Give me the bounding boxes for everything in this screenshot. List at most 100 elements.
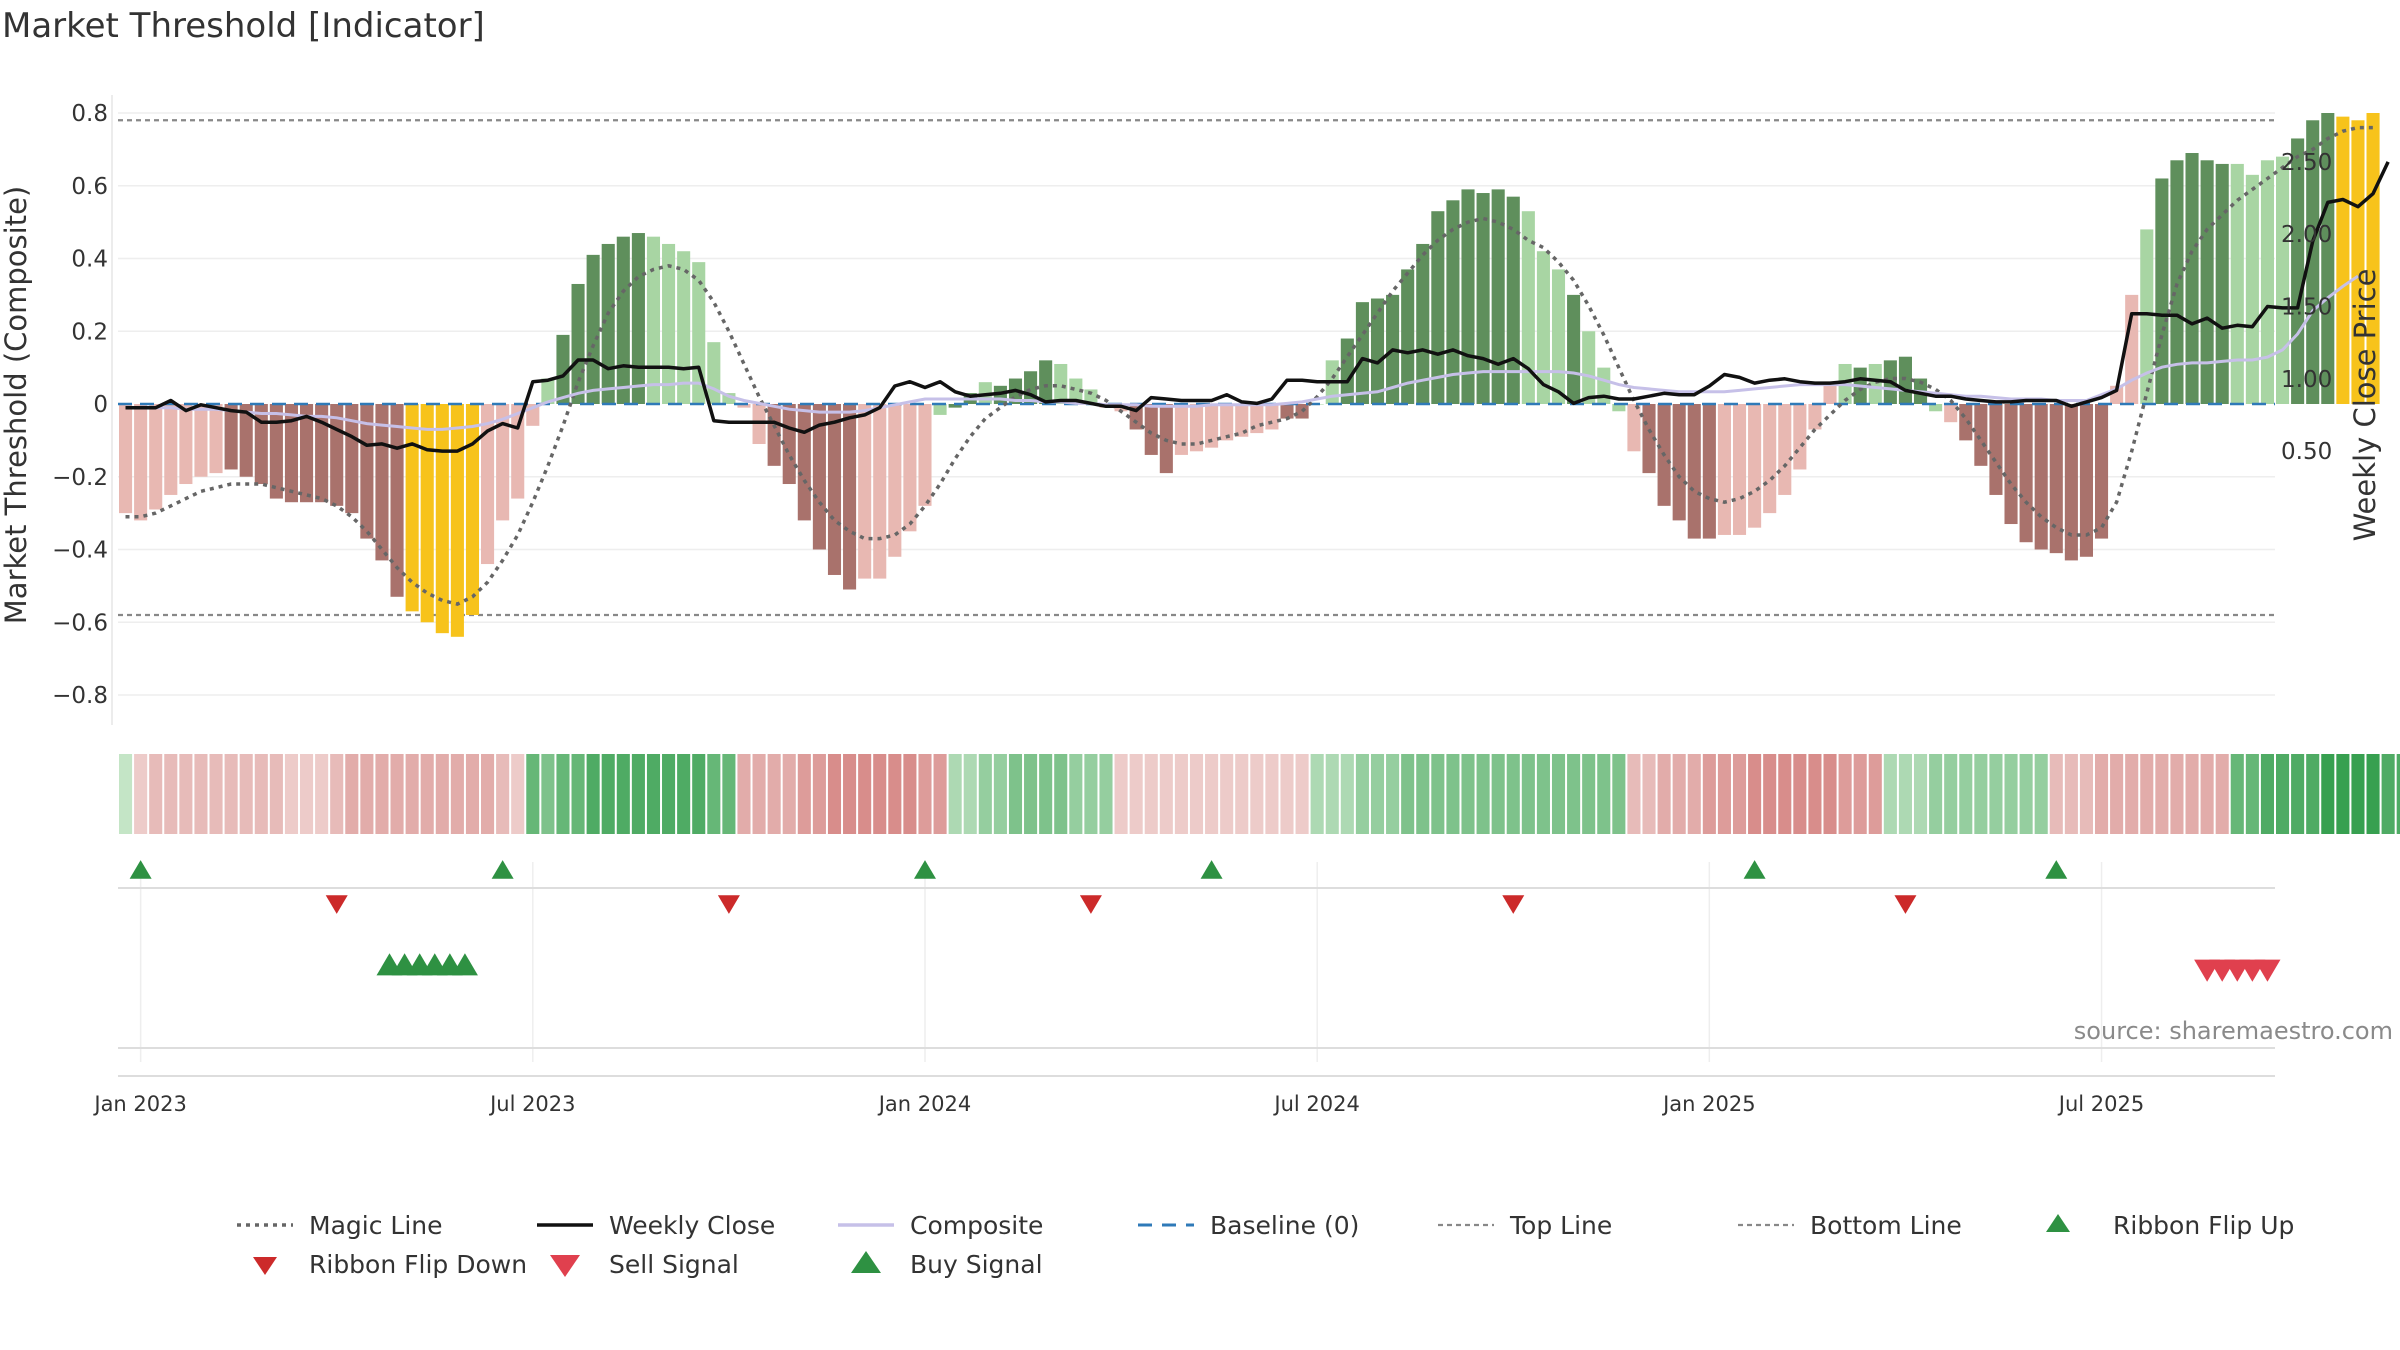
ribbon-cell xyxy=(1355,754,1369,834)
ribbon-cell xyxy=(843,754,857,834)
composite-bar xyxy=(1793,404,1807,470)
ribbon-flip-down-marker xyxy=(1894,895,1917,914)
ribbon-flip-down-marker xyxy=(717,895,740,914)
composite-bar xyxy=(300,404,314,503)
composite-bar xyxy=(360,404,374,539)
composite-bar xyxy=(1355,302,1369,404)
composite-bar xyxy=(2200,160,2214,404)
composite-bar xyxy=(903,404,917,532)
composite-bar xyxy=(827,404,842,575)
composite-bar xyxy=(707,342,721,404)
ribbon-cell xyxy=(1205,754,1219,834)
ribbon-cell xyxy=(2336,754,2350,834)
ribbon-cell xyxy=(737,754,751,834)
composite-bar xyxy=(2140,229,2154,404)
x-tick-label: Jul 2025 xyxy=(2057,1092,2144,1116)
composite-bar xyxy=(1476,193,1490,404)
composite-bar xyxy=(1265,404,1279,430)
composite-bar xyxy=(119,404,133,514)
composite-bar xyxy=(1054,363,1068,404)
ribbon-cell xyxy=(646,754,661,834)
composite-bar xyxy=(556,334,570,404)
composite-bar xyxy=(2094,404,2109,539)
composite-bar xyxy=(1416,243,1430,404)
ribbon-cell xyxy=(2245,754,2259,834)
x-tick-label: Jan 2025 xyxy=(1661,1092,1756,1116)
composite-bar xyxy=(737,404,751,408)
composite-bar xyxy=(1144,404,1158,455)
ribbon-cell xyxy=(1189,754,1204,834)
ribbon-cell xyxy=(571,754,585,834)
ribbon-cell xyxy=(586,754,600,834)
ribbon-cell xyxy=(1099,754,1113,834)
legend-label: Bottom Line xyxy=(1810,1211,1962,1240)
ribbon-cell xyxy=(164,754,178,834)
composite-bar xyxy=(315,404,329,503)
magic-line xyxy=(125,125,2373,606)
composite-bar xyxy=(933,404,947,415)
chart-title: Market Threshold [Indicator] xyxy=(2,6,485,46)
x-tick-label: Jul 2023 xyxy=(488,1092,575,1116)
ribbon-cell xyxy=(1702,754,1716,834)
ribbon-cell xyxy=(1295,754,1309,834)
ribbon-cell xyxy=(2291,754,2305,834)
ribbon-cell xyxy=(149,754,163,834)
ribbon-cell xyxy=(797,754,811,834)
ribbon-cell xyxy=(1476,754,1490,834)
composite-bar xyxy=(284,404,299,503)
composite-bar xyxy=(2351,120,2365,405)
ribbon-cell xyxy=(1597,754,1611,834)
composite-bar xyxy=(2306,120,2320,405)
ribbon-flip-up-marker xyxy=(1200,860,1223,879)
composite-bar xyxy=(239,404,253,477)
ribbon-cell xyxy=(767,754,781,834)
composite-bar xyxy=(2019,404,2033,543)
ribbon-cell xyxy=(1763,754,1777,834)
ribbon-cell xyxy=(1416,754,1430,834)
composite-bar xyxy=(164,404,178,495)
ribbon-cell xyxy=(616,754,630,834)
composite-bar xyxy=(435,404,449,634)
composite-bar xyxy=(1748,404,1762,528)
legend-label: Sell Signal xyxy=(609,1250,739,1279)
ribbon-cell xyxy=(1732,754,1747,834)
ribbon-cell xyxy=(1959,754,1973,834)
x-tick-label: Jan 2024 xyxy=(877,1092,972,1116)
ribbon-cell xyxy=(677,754,691,834)
legend-item: Ribbon Flip Down xyxy=(253,1250,527,1279)
y-tick-label: −0.6 xyxy=(52,610,108,636)
ribbon-cell xyxy=(239,754,253,834)
ribbon-cell xyxy=(1280,754,1294,834)
ribbon-cell xyxy=(2004,754,2018,834)
composite-bar xyxy=(1220,404,1234,441)
composite-bar xyxy=(1687,404,1701,539)
composite-bar xyxy=(782,404,796,485)
composite-bar xyxy=(1280,404,1294,419)
ribbon-cell xyxy=(1989,754,2003,834)
ribbon-cell xyxy=(1069,754,1083,834)
ribbon-flip-up-marker xyxy=(913,860,936,879)
ribbon-cell xyxy=(1386,754,1400,834)
composite-bar xyxy=(541,378,555,404)
legend-item: Baseline (0) xyxy=(1138,1211,1359,1240)
ribbon-cell xyxy=(556,754,570,834)
ribbon-cell xyxy=(631,754,645,834)
ribbon-cell xyxy=(2170,754,2184,834)
composite-bar xyxy=(2291,138,2305,404)
composite-bar xyxy=(1084,389,1098,404)
composite-bar xyxy=(1039,360,1053,404)
composite-bar xyxy=(2215,163,2229,404)
ribbon-cell xyxy=(1868,754,1882,834)
ribbon-cell xyxy=(284,754,299,834)
y-axis-ticks: 0.8 0.6 0.4 0.2 0 −0.2 −0.4 −0.6 −0.8 xyxy=(52,95,113,725)
composite-bar xyxy=(601,243,615,404)
ribbon-cell xyxy=(948,754,962,834)
composite-bar xyxy=(1295,404,1309,419)
x-axis-ticks: Jan 2023 Jul 2023 Jan 2024 Jul 2024 Jan 2025… xyxy=(92,1092,2144,1116)
composite-bar xyxy=(722,393,736,404)
composite-bar xyxy=(858,404,872,579)
composite-bar xyxy=(1778,404,1792,495)
ribbon-cell xyxy=(420,754,434,834)
composite-bar xyxy=(662,243,676,404)
